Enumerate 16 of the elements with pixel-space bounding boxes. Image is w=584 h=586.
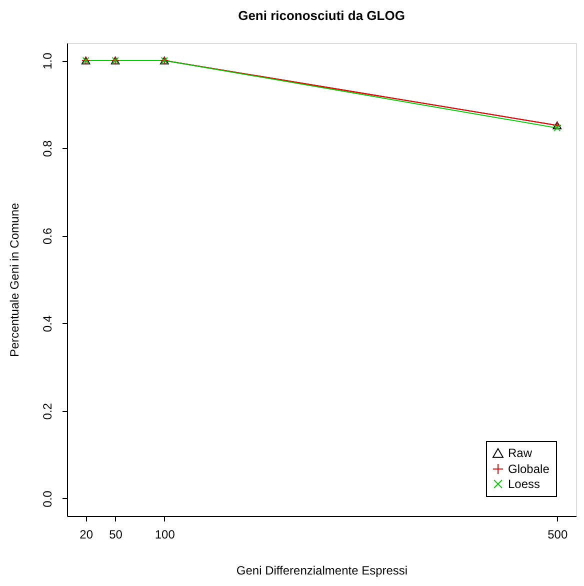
y-tick-label: 0.6 [40,228,54,245]
y-tick-label: 0.0 [40,490,54,508]
y-tick-label: 1.0 [40,52,54,70]
legend-label: Globale [508,462,550,476]
y-tick-label: 0.8 [40,140,54,157]
x-tick-label: 500 [548,528,568,542]
x-tick-label: 100 [154,528,176,542]
legend-label: Loess [508,477,540,491]
x-tick-label: 50 [109,528,123,542]
chart-title: Geni riconosciuti da GLOG [238,8,405,23]
y-tick-label: 0.4 [40,315,54,332]
y-tick-label: 0.2 [40,402,54,420]
legend-label: Raw [508,446,532,460]
x-axis-title: Geni Differenzialmente Espressi [236,564,408,578]
y-axis-title: Percentuale Geni in Comune [8,202,22,358]
x-tick-label: 20 [80,528,94,542]
